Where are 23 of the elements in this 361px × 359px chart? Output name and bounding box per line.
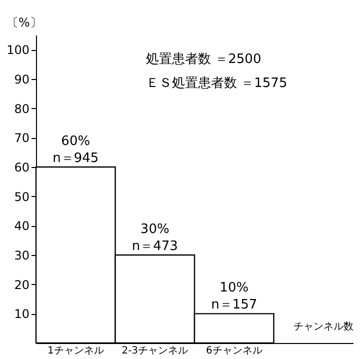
y-axis-title: 〔%〕 xyxy=(6,16,42,30)
annotation: ＥＳ処置患者数 ＝1575 xyxy=(146,76,288,91)
x-tick-label: 2-3チャンネル xyxy=(122,346,188,356)
x-tick-label: 6チャンネル xyxy=(206,346,262,356)
y-tick-label: 30 xyxy=(14,248,30,262)
y-tick-label: 40 xyxy=(14,219,30,234)
annotation: n＝473 xyxy=(132,239,178,254)
y-tick-label: 80 xyxy=(14,102,30,116)
annotation: 処置患者数 ＝2500 xyxy=(146,52,262,67)
y-tick-label: 70 xyxy=(14,131,30,146)
x-axis-title: チャンネル数 xyxy=(294,322,354,332)
y-tick-label: 100 xyxy=(6,43,30,58)
annotation: n＝157 xyxy=(211,298,258,313)
y-tick-label: 60 xyxy=(14,160,30,174)
y-tick-label: 90 xyxy=(14,72,30,86)
data-label: 10% xyxy=(220,280,249,296)
y-tick-label: 10 xyxy=(14,307,30,322)
y-tick-label: 50 xyxy=(14,190,30,204)
data-label: 60% xyxy=(61,134,90,149)
data-label: 30% xyxy=(140,222,170,237)
y-tick-label: 20 xyxy=(14,278,30,292)
annotation: n＝945 xyxy=(52,151,99,166)
x-tick-label: 1チャンネル xyxy=(47,346,104,356)
